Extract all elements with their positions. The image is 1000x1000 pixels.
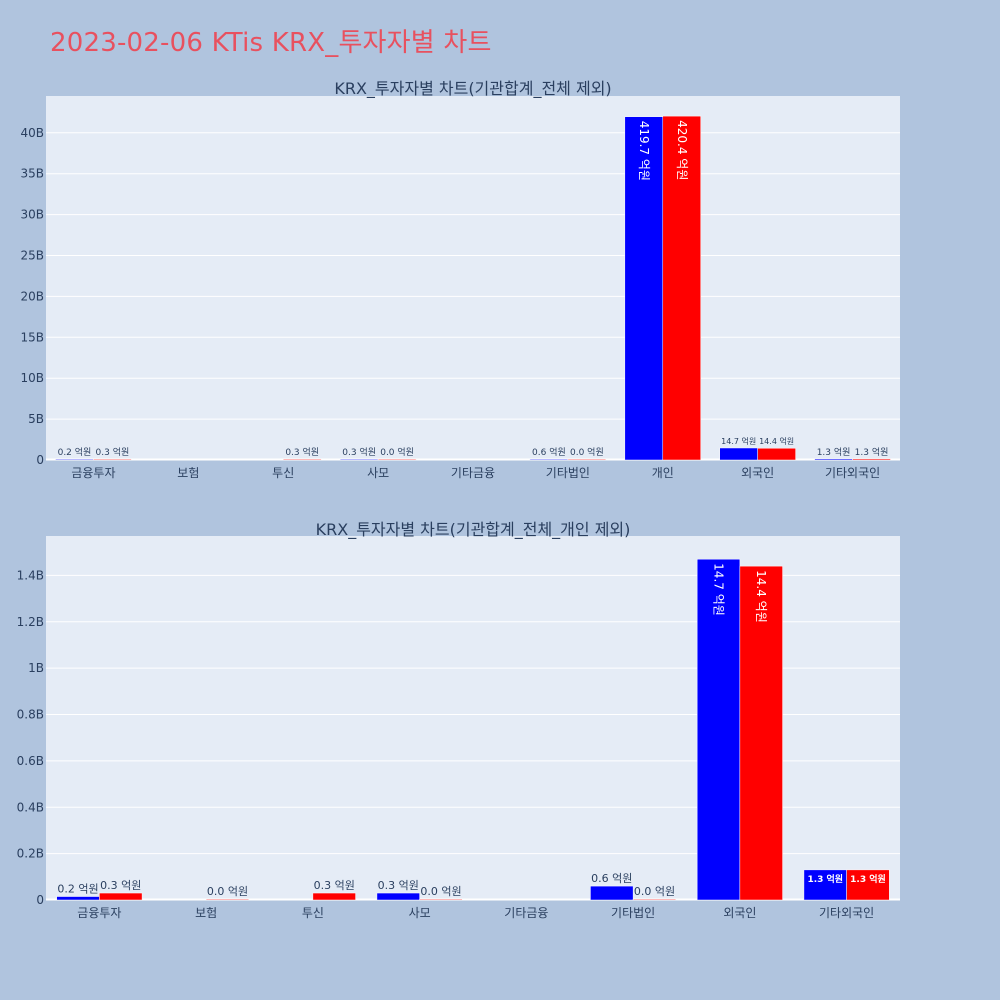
- x-tick-label: 투신: [272, 466, 294, 480]
- data-label: 1.3 억원: [850, 873, 886, 885]
- bar: [696, 558, 741, 901]
- y-tick-label: 1.4B: [17, 568, 44, 582]
- x-tick-label: 기타금융: [451, 466, 495, 480]
- x-tick-label: 개인: [652, 466, 674, 480]
- x-tick-label: 기타외국인: [819, 906, 874, 920]
- y-tick-label: 5B: [28, 412, 44, 426]
- data-label: 14.4 억원: [759, 436, 794, 446]
- y-tick-label: 0: [36, 453, 44, 467]
- y-tick-label: 25B: [20, 249, 44, 263]
- y-tick-label: 1.2B: [17, 615, 44, 629]
- x-tick-label: 투신: [302, 906, 324, 920]
- data-label: 419.7 억원: [637, 121, 651, 181]
- plot-area: [46, 96, 900, 460]
- y-tick-label: 10B: [20, 371, 44, 385]
- bar: [377, 458, 417, 461]
- bar: [590, 885, 634, 901]
- x-tick-label: 외국인: [723, 906, 756, 920]
- data-label: 0.2 억원: [57, 883, 98, 896]
- x-tick-label: 보험: [177, 466, 199, 480]
- bar: [739, 565, 783, 901]
- x-tick-label: 기타법인: [611, 906, 655, 920]
- bar: [205, 898, 250, 901]
- data-label: 0.3 억원: [285, 446, 319, 458]
- chart-institutions-excluded: KRX_투자자별 차트(기관합계_전체 제외) 0 5B 10B 15B 20B 25B 30…: [20, 79, 900, 480]
- data-label: 0.3 억원: [96, 446, 130, 458]
- x-tick-label: 기타외국인: [825, 466, 880, 480]
- x-tick-label: 사모: [409, 906, 431, 920]
- bar: [529, 458, 569, 461]
- x-tick-label: 금융투자: [71, 466, 115, 480]
- data-label: 0.0 억원: [420, 885, 461, 898]
- y-tick-label: 15B: [20, 330, 44, 344]
- x-tick-label: 외국인: [741, 466, 774, 480]
- bar: [846, 869, 890, 901]
- y-tick-label: 0.6B: [17, 754, 44, 768]
- bar: [93, 458, 132, 461]
- data-label: 420.4 억원: [675, 120, 689, 180]
- data-label: 0.3 억원: [314, 879, 355, 892]
- y-tick-label: 20B: [20, 289, 44, 303]
- x-tick-label: 보험: [195, 906, 217, 920]
- x-tick-label: 기타금융: [504, 906, 548, 920]
- y-tick-label: 35B: [20, 167, 44, 181]
- x-tick-label: 금융투자: [77, 906, 121, 920]
- bar: [99, 892, 143, 901]
- chart-institutions-individual-excluded: KRX_투자자별 차트(기관합계_전체_개인 제외) 0 0.2B 0.4B 0.6B 0…: [17, 520, 900, 920]
- bar: [852, 458, 891, 461]
- data-label: 0.0 억원: [380, 446, 414, 458]
- bar: [312, 892, 356, 901]
- data-label: 1.3 억원: [817, 446, 851, 458]
- y-tick-label: 40B: [20, 126, 44, 140]
- data-label: 0.3 억원: [100, 879, 141, 892]
- bar: [814, 458, 853, 461]
- y-tick-label: 1B: [28, 661, 44, 675]
- bar: [567, 458, 607, 461]
- bar: [662, 115, 701, 461]
- data-label: 1.3 억원: [807, 873, 843, 885]
- data-label: 0.3 억원: [378, 879, 419, 892]
- x-tick-label: 기타법인: [546, 466, 590, 480]
- data-label: 14.7 억원: [712, 563, 726, 616]
- bar: [55, 458, 94, 461]
- data-label: 0.0 억원: [207, 885, 248, 898]
- bar: [282, 458, 322, 461]
- data-label: 1.3 억원: [855, 446, 889, 458]
- data-label: 0.3 억원: [342, 446, 376, 458]
- bar: [719, 447, 758, 461]
- data-label: 0.0 억원: [570, 446, 604, 458]
- bar: [339, 458, 379, 461]
- bar: [56, 896, 100, 901]
- y-tick-label: 0.8B: [17, 708, 44, 722]
- chart-title: KRX_투자자별 차트(기관합계_전체_개인 제외): [316, 520, 631, 540]
- data-label: 14.7 억원: [721, 436, 756, 446]
- y-tick-label: 0.2B: [17, 847, 44, 861]
- y-tick-label: 0.4B: [17, 800, 44, 814]
- page-title: 2023-02-06 KTis KRX_투자자별 차트: [50, 28, 492, 58]
- bar: [376, 892, 420, 901]
- bar: [632, 898, 677, 901]
- y-tick-label: 30B: [20, 208, 44, 222]
- data-label: 0.6 억원: [532, 446, 566, 458]
- data-label: 0.6 억원: [591, 872, 632, 885]
- y-tick-label: 0: [36, 893, 44, 907]
- data-label: 0.2 억원: [58, 446, 92, 458]
- data-label: 0.0 억원: [634, 885, 675, 898]
- data-label: 14.4 억원: [754, 570, 768, 623]
- x-tick-label: 사모: [367, 466, 389, 480]
- bar: [419, 898, 463, 901]
- chart-title: KRX_투자자별 차트(기관합계_전체 제외): [334, 79, 611, 99]
- bar: [757, 447, 796, 461]
